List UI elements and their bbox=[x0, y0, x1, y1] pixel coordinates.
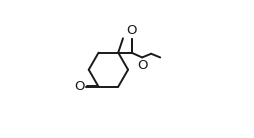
Text: O: O bbox=[126, 23, 137, 37]
Text: O: O bbox=[137, 59, 148, 72]
Text: O: O bbox=[74, 80, 84, 93]
